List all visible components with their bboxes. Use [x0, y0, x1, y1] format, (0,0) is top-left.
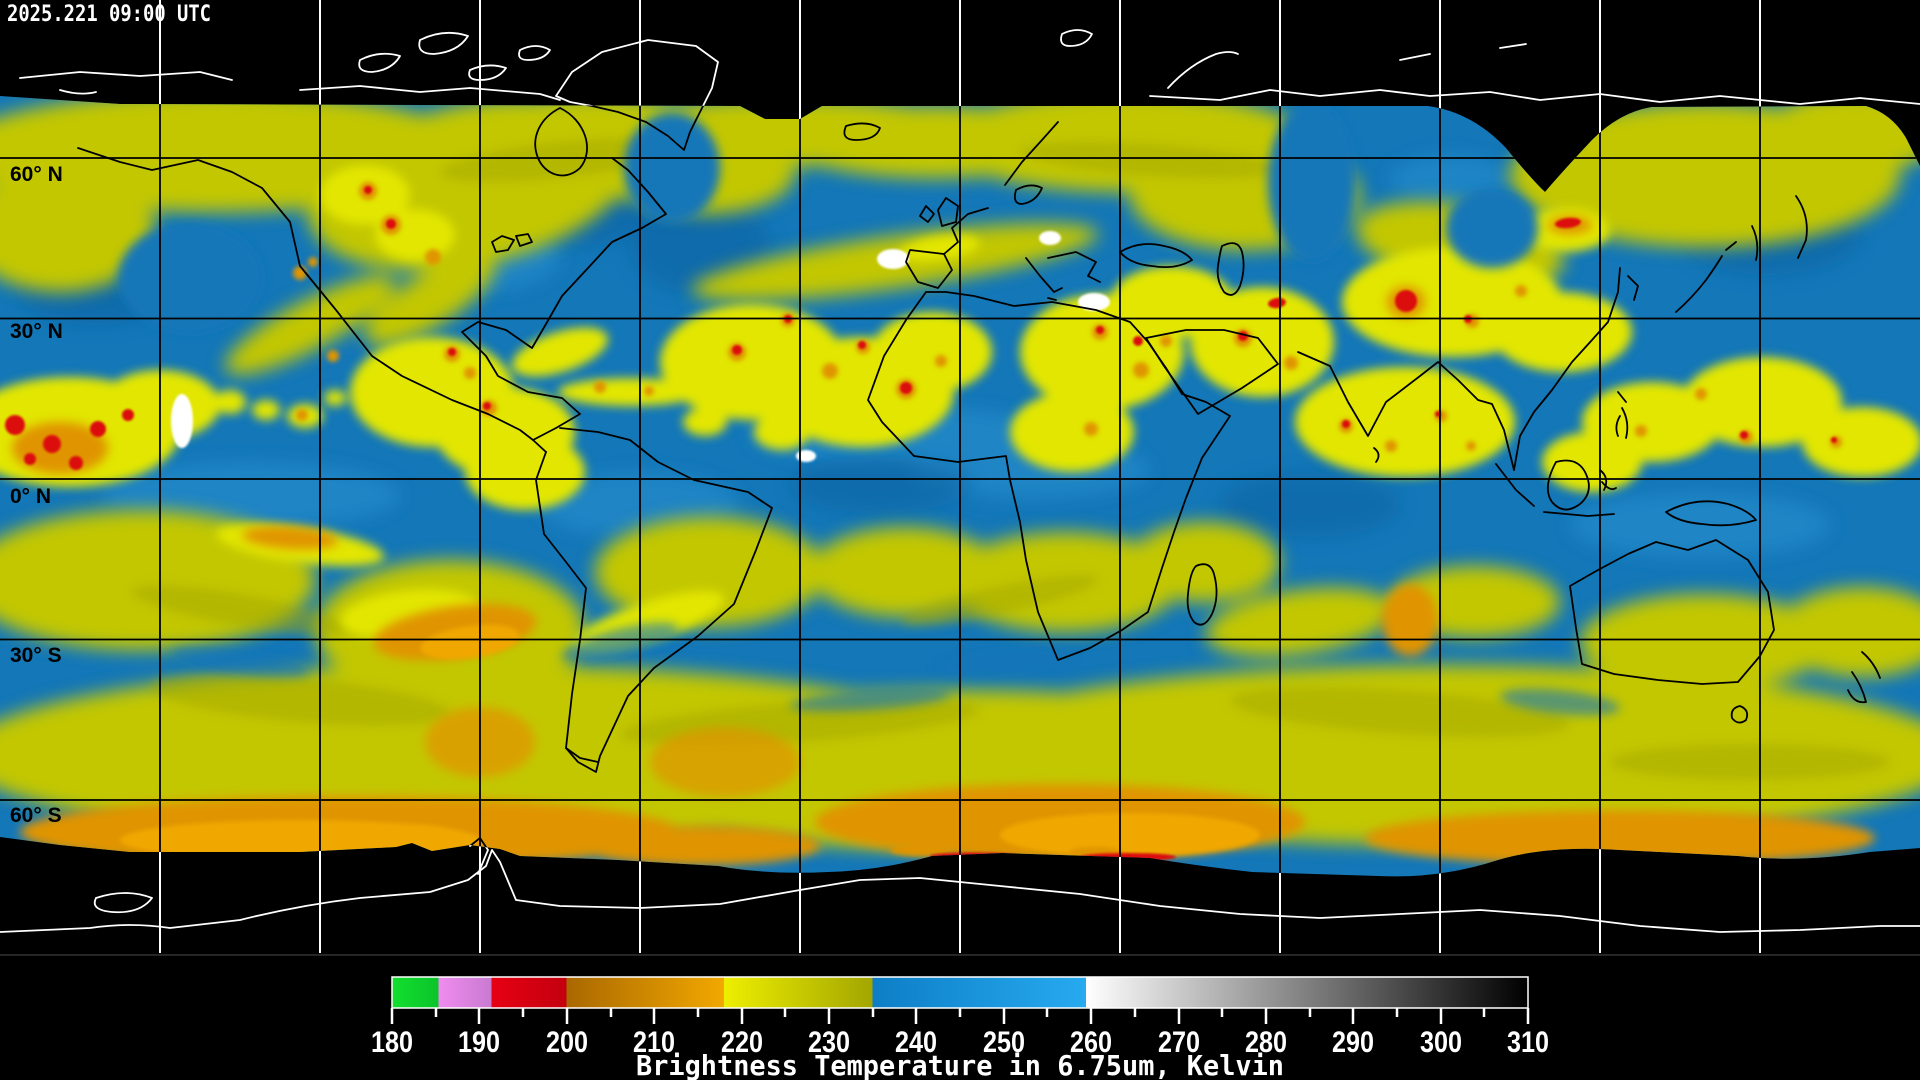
lat-label-30s: 30° S: [10, 644, 62, 667]
cb-label-270: 270: [1158, 1026, 1200, 1059]
graticule-data: [0, 0, 1920, 953]
cb-label-250: 250: [983, 1026, 1025, 1059]
blue-slivers-south: [170, 622, 1620, 716]
coldest-cloud-white-blobs: [171, 231, 1110, 462]
cb-label-310: 310: [1507, 1026, 1549, 1059]
colorbar-gradient-bar: [391, 976, 1529, 1009]
cb-label-290: 290: [1332, 1026, 1374, 1059]
cb-label-210: 210: [633, 1026, 675, 1059]
cb-label-280: 280: [1245, 1026, 1287, 1059]
olive-texture-streaks: [131, 138, 1890, 780]
lat-label-60s: 60° S: [10, 804, 62, 827]
cb-label-300: 300: [1420, 1026, 1462, 1059]
colorbar-ticks: [390, 1008, 1530, 1024]
timestamp-label: 2025.221 09:00 UTC: [7, 2, 211, 27]
cb-label-220: 220: [721, 1026, 763, 1059]
dry-gaps-in-bands: [118, 102, 1538, 333]
colorbar-caption: Brightness Temperature in 6.75um, Kelvin: [636, 1049, 1284, 1080]
colorbar-tick-labels: 180 190 200 210 220 230 240 250 260 270 …: [371, 1026, 1549, 1059]
cb-label-180: 180: [371, 1026, 413, 1059]
colorbar: 180 190 200 210 220 230 240 250 260 270 …: [371, 976, 1549, 1080]
cb-label-260: 260: [1070, 1026, 1112, 1059]
lat-label-60n: 60° N: [10, 163, 63, 186]
lat-label-0n: 0° N: [10, 485, 51, 508]
cb-label-240: 240: [895, 1026, 937, 1059]
cb-label-230: 230: [808, 1026, 850, 1059]
cb-label-190: 190: [458, 1026, 500, 1059]
cb-label-200: 200: [546, 1026, 588, 1059]
lat-label-30n: 30° N: [10, 320, 63, 343]
latitude-labels: 60° N 30° N 0° N 30° S 60° S: [10, 163, 63, 827]
